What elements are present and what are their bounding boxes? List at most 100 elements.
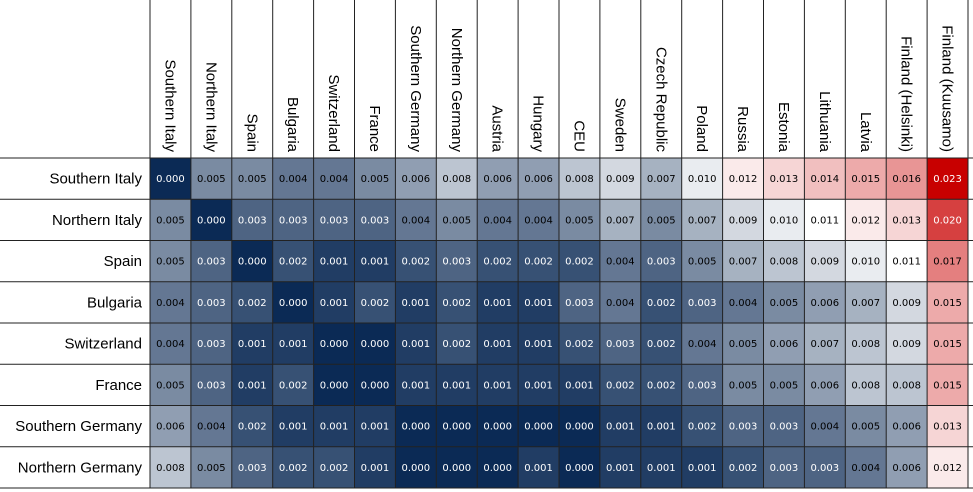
cell-value-label: 0.004 <box>811 422 840 433</box>
cell-value-label: 0.005 <box>729 380 758 391</box>
row-label: Bulgaria <box>87 294 143 311</box>
cell-value-label: 0.005 <box>361 174 390 185</box>
cell-value-label: 0.002 <box>361 298 390 309</box>
cell-value-label: 0.000 <box>524 422 553 433</box>
heatmap-cell <box>845 240 887 282</box>
cell-value-label: 0.005 <box>770 298 799 309</box>
heatmap-cell <box>518 364 559 406</box>
heatmap-cell <box>804 323 846 365</box>
cell-value-label: 0.005 <box>729 339 758 350</box>
cell-value-label: 0.001 <box>483 339 512 350</box>
cell-value-label: 0.001 <box>524 339 553 350</box>
cell-value-label: 0.002 <box>320 463 349 474</box>
column-label: Spain <box>243 114 260 152</box>
cell-value-label: 0.010 <box>851 257 880 268</box>
cell-value-label: 0.003 <box>279 215 308 226</box>
cell-value-label: 0.006 <box>892 422 921 433</box>
heatmap-cell <box>640 364 682 406</box>
column-label: Bulgaria <box>284 97 301 153</box>
heatmap-cell <box>436 158 478 200</box>
cell-value-label: 0.011 <box>892 257 921 268</box>
cell-value-label: 0.006 <box>892 463 921 474</box>
cell-value-label: 0.003 <box>688 298 717 309</box>
heatmap-cell <box>886 240 928 282</box>
heatmap-cell <box>599 158 641 200</box>
cell-value-label: 0.005 <box>851 422 880 433</box>
cell-value-label: 0.000 <box>483 422 512 433</box>
heatmap-cell <box>395 240 437 282</box>
heatmap-cell <box>640 323 682 365</box>
cell-value-label: 0.006 <box>811 380 840 391</box>
heatmap-cell <box>681 199 723 241</box>
cell-value-label: 0.005 <box>238 174 267 185</box>
column-label: Austria <box>489 105 506 152</box>
heatmap-cell <box>354 323 396 365</box>
cell-value-label: 0.017 <box>933 257 962 268</box>
heatmap-cell <box>763 199 805 241</box>
heatmap-cell <box>354 158 396 200</box>
heatmap-cell <box>681 364 723 406</box>
heatmap-cell <box>559 281 600 323</box>
heatmap-cell <box>640 240 682 282</box>
heatmap-cell <box>231 158 273 200</box>
cell-value-label: 0.004 <box>606 257 635 268</box>
heatmap-cell <box>927 240 968 282</box>
heatmap-cell <box>313 364 355 406</box>
column-label: Southern Italy <box>161 59 178 152</box>
cell-value-label: 0.001 <box>402 380 431 391</box>
row-label: Northern Italy <box>52 212 143 229</box>
cell-value-label: 0.000 <box>483 463 512 474</box>
heatmap-cell <box>354 364 396 406</box>
heatmap-cell <box>190 323 232 365</box>
heatmap-cell <box>886 281 928 323</box>
heatmap-cell <box>518 446 559 488</box>
column-label: Southern Germany <box>407 25 424 152</box>
cell-value-label: 0.001 <box>361 463 390 474</box>
heatmap-cell <box>886 323 928 365</box>
cell-value-label: 0.002 <box>688 422 717 433</box>
heatmap-cell <box>763 240 805 282</box>
cell-value-label: 0.008 <box>442 174 471 185</box>
heatmap-cell <box>231 405 273 447</box>
row-label: Southern Italy <box>49 171 142 188</box>
column-label: Czech Republic <box>652 47 669 153</box>
heatmap-cell <box>599 199 641 241</box>
cell-value-label: 0.003 <box>197 380 226 391</box>
heatmap-cell <box>436 446 478 488</box>
heatmap-cell <box>190 364 232 406</box>
cell-value-label: 0.011 <box>811 215 840 226</box>
heatmap-cell <box>150 281 191 323</box>
heatmap-cell <box>150 364 191 406</box>
heatmap-cell <box>763 281 805 323</box>
cell-value-label: 0.004 <box>606 298 635 309</box>
row-label: Spain <box>104 253 142 270</box>
heatmap-cell <box>559 323 600 365</box>
heatmap-cell <box>395 323 437 365</box>
heatmap-cell <box>845 199 887 241</box>
cell-value-label: 0.013 <box>892 215 921 226</box>
cell-value-label: 0.002 <box>279 380 308 391</box>
heatmap-cell <box>231 364 273 406</box>
heatmap-cell <box>150 199 191 241</box>
heatmap-cell <box>599 323 641 365</box>
heatmap-cell <box>477 364 519 406</box>
heatmap-cell <box>190 240 232 282</box>
heatmap-cell <box>763 158 805 200</box>
heatmap-cell <box>354 405 396 447</box>
cell-value-label: 0.001 <box>320 257 349 268</box>
heatmap-cell <box>681 446 723 488</box>
heatmap-cell <box>599 364 641 406</box>
cell-value-label: 0.006 <box>402 174 431 185</box>
heatmap-cell <box>313 446 355 488</box>
heatmap-cell <box>763 323 805 365</box>
cell-value-label: 0.003 <box>238 463 267 474</box>
heatmap-cell <box>395 158 437 200</box>
heatmap-cell <box>395 199 437 241</box>
cell-value-label: 0.009 <box>729 215 758 226</box>
cell-value-label: 0.000 <box>156 174 185 185</box>
cell-value-label: 0.012 <box>729 174 758 185</box>
heatmap-cell <box>518 281 559 323</box>
column-label: Lithuania <box>816 91 833 153</box>
column-label: Russia <box>734 106 751 153</box>
heatmap-cell <box>640 199 682 241</box>
